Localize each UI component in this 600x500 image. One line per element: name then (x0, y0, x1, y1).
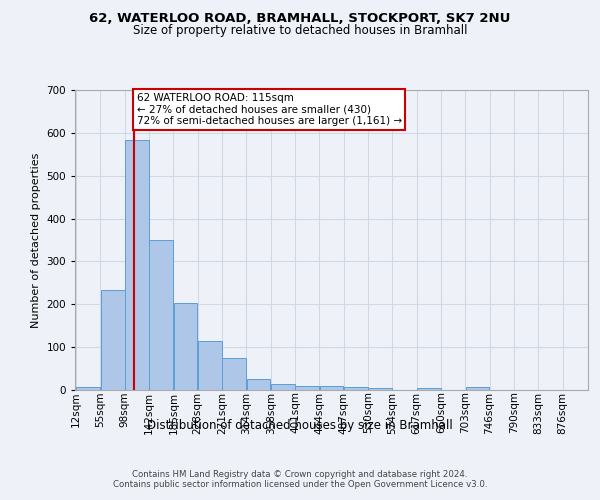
Bar (320, 386, 343, 390)
Bar (466, 386, 490, 390)
Bar (149, 240, 173, 390)
Text: Distribution of detached houses by size in Bramhall: Distribution of detached houses by size … (147, 420, 453, 432)
Text: Contains HM Land Registry data © Crown copyright and database right 2024.: Contains HM Land Registry data © Crown c… (132, 470, 468, 479)
Text: 62 WATERLOO ROAD: 115sqm
← 27% of detached houses are smaller (430)
72% of semi-: 62 WATERLOO ROAD: 115sqm ← 27% of detach… (137, 93, 402, 126)
Bar (222, 358, 246, 390)
Bar (198, 340, 222, 390)
Bar (344, 388, 368, 390)
Bar (125, 140, 149, 390)
Text: 62, WATERLOO ROAD, BRAMHALL, STOCKPORT, SK7 2NU: 62, WATERLOO ROAD, BRAMHALL, STOCKPORT, … (89, 12, 511, 26)
Y-axis label: Number of detached properties: Number of detached properties (31, 152, 41, 328)
Text: Contains public sector information licensed under the Open Government Licence v3: Contains public sector information licen… (113, 480, 487, 489)
Bar (76, 386, 100, 390)
Bar (417, 388, 441, 390)
Bar (271, 384, 295, 390)
Bar (173, 304, 197, 390)
Bar (101, 290, 125, 390)
Bar (247, 380, 271, 390)
Bar (368, 388, 392, 390)
Text: Size of property relative to detached houses in Bramhall: Size of property relative to detached ho… (133, 24, 467, 37)
Bar (295, 386, 319, 390)
